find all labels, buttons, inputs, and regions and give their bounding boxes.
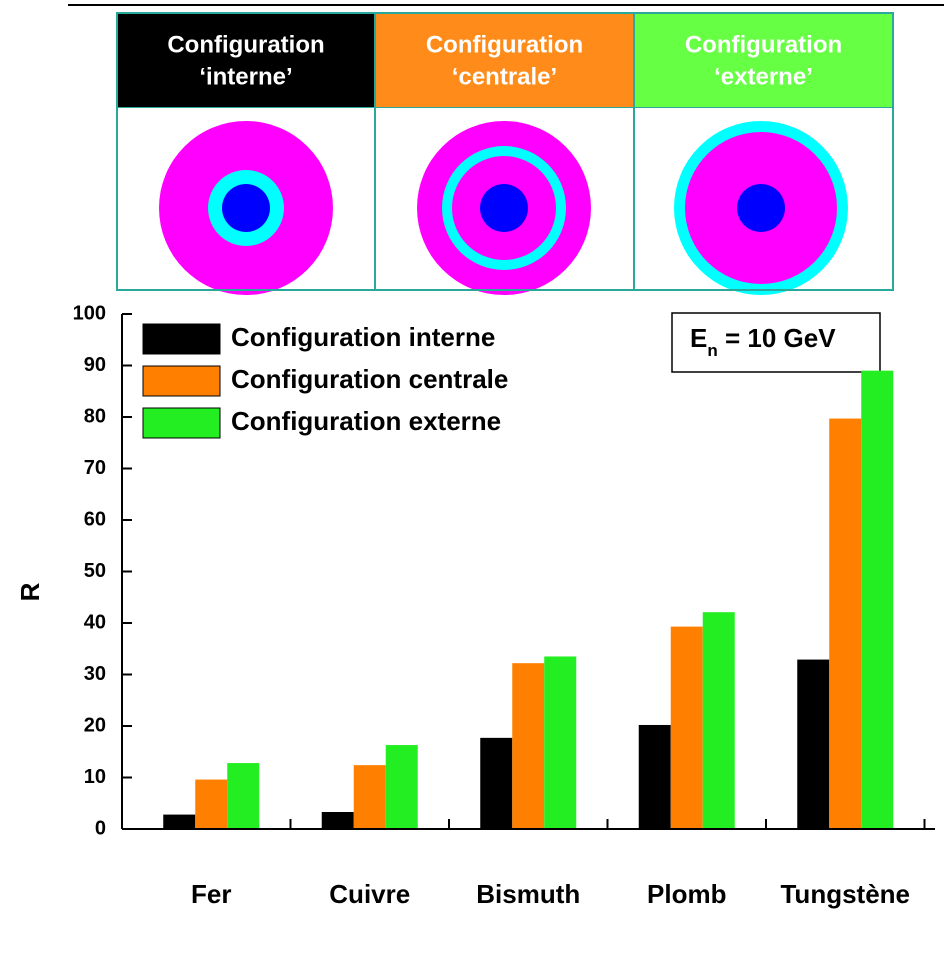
y-tick-label: 80	[84, 405, 106, 427]
header-cell	[634, 13, 893, 107]
x-tick-label: Fer	[191, 879, 231, 909]
header-text: Configuration	[167, 31, 324, 58]
bar	[861, 370, 894, 829]
y-tick-label: 50	[84, 560, 106, 582]
diagram-centrale	[417, 121, 591, 295]
core	[480, 184, 528, 232]
y-axis-label: R	[15, 582, 45, 601]
configuration-table: Configuration ‘interne’ Configuration ‘cent…	[116, 12, 894, 295]
legend-swatch	[142, 323, 221, 355]
annotation-subscript: n	[707, 341, 717, 360]
diagram-externe	[674, 121, 848, 295]
bar	[163, 814, 196, 829]
table-border	[116, 12, 894, 291]
bar	[638, 724, 671, 829]
x-tick-label: Bismuth	[476, 879, 580, 909]
diagram-interne	[159, 121, 333, 295]
legend-label: Configuration centrale	[231, 364, 508, 394]
bar	[829, 418, 862, 829]
y-tick-label: 40	[84, 611, 106, 633]
bar	[227, 763, 260, 829]
x-tick-label: Tungstène	[780, 879, 910, 909]
annotation-text: E	[690, 323, 707, 353]
bar	[544, 656, 577, 829]
header-text: ‘interne’	[199, 63, 292, 90]
legend-label: Configuration interne	[231, 322, 495, 352]
y-tick-label: 60	[84, 508, 106, 530]
bar	[702, 612, 735, 829]
y-tick-label: 90	[84, 354, 106, 376]
bar	[353, 765, 386, 829]
header-text: Configuration	[685, 31, 842, 58]
header-text: ‘externe’	[714, 63, 813, 90]
annotation: En = 10 GeV	[690, 323, 836, 361]
y-tick-label: 70	[84, 457, 106, 479]
x-tick-label: Cuivre	[329, 879, 410, 909]
header-cell	[117, 13, 375, 107]
annotation-suffix: = 10 GeV	[718, 323, 836, 353]
bar	[321, 812, 354, 829]
legend-swatch	[142, 407, 221, 439]
bar	[385, 745, 418, 829]
bar	[670, 626, 703, 829]
y-tick-label: 100	[73, 302, 106, 324]
core	[737, 184, 785, 232]
y-tick-label: 30	[84, 663, 106, 685]
header-text: ‘centrale’	[452, 63, 557, 90]
y-tick-label: 0	[95, 817, 106, 839]
legend-label: Configuration externe	[231, 406, 501, 436]
legend-swatch	[142, 365, 221, 397]
bar	[480, 737, 513, 829]
x-tick-label: Plomb	[647, 879, 726, 909]
bar	[195, 779, 228, 829]
header-cell	[375, 13, 634, 107]
y-tick-label: 10	[84, 766, 106, 788]
core	[222, 184, 270, 232]
bar	[512, 663, 545, 829]
bar	[797, 659, 830, 829]
y-tick-label: 20	[84, 714, 106, 736]
annotation-box	[671, 312, 881, 373]
header-text: Configuration	[426, 31, 583, 58]
